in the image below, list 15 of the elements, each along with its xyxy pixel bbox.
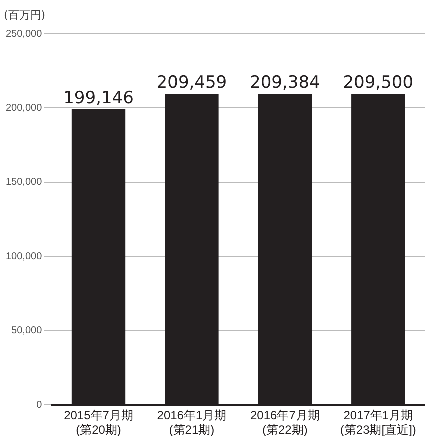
x-tick-label: 2016年7月期 (第22期) <box>250 408 320 438</box>
y-tick-label: 200,000 <box>6 102 43 114</box>
data-label: 209,384 <box>250 73 320 94</box>
y-tick-label: 150,000 <box>6 177 43 188</box>
x-tick-label: 2017年1月期 (第23期[直近]) <box>340 408 416 438</box>
y-axis-title: (百万円) <box>4 8 46 23</box>
data-label: 209,459 <box>156 73 228 94</box>
x-tick-label: 2016年1月期 (第21期) <box>157 408 227 438</box>
y-tick-label: 250,000 <box>6 28 43 40</box>
x-tick-label: 2015年7月期 (第20期) <box>64 408 134 438</box>
y-tick-label: 0 <box>36 400 43 411</box>
data-label: 209,500 <box>343 73 414 94</box>
data-label: 199,146 <box>64 88 134 108</box>
y-tick-label: 50,000 <box>12 326 43 337</box>
y-tick-label: 100,000 <box>6 251 43 262</box>
